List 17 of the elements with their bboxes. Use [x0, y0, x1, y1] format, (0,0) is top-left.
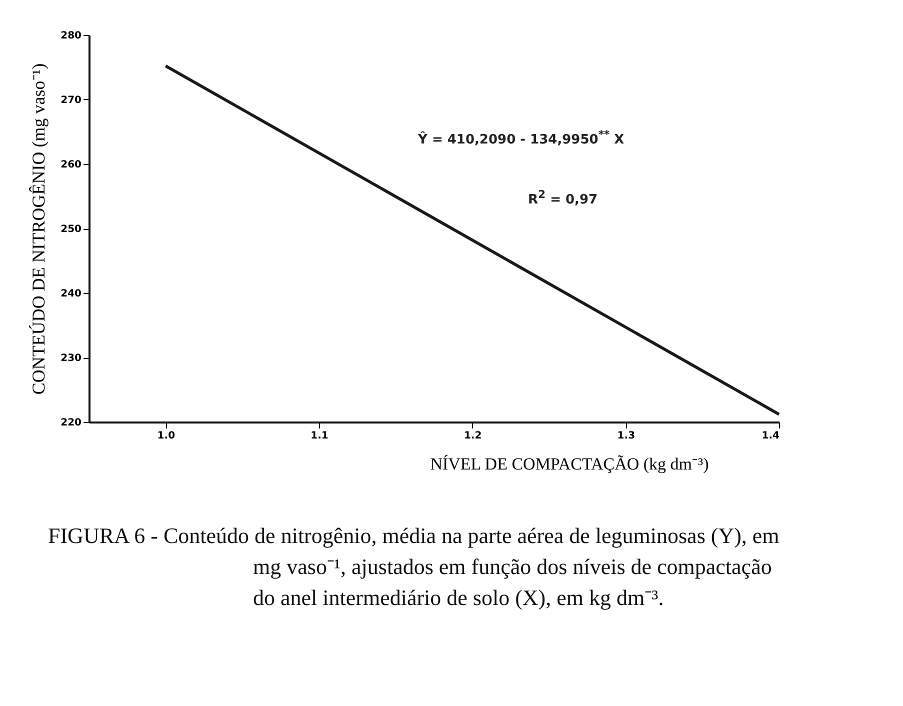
y-tick-label: 220 — [60, 418, 82, 428]
x-tick-label: 1.1 — [310, 430, 328, 442]
text: FIGURA 6 - Conteúdo de nitrogênio, média na parte aérea de leguminosas (Y), em mg vaso⁻¹, ajustados em função dos níveis de compactação do anel intermediário de solo (X), em kg dm⁻³. — [48, 522, 780, 612]
y-tick-label: 230 — [60, 353, 82, 364]
x-tick-label: 1.3 — [617, 430, 636, 442]
y-tick-label: 240 — [60, 288, 82, 300]
x-tick-label: 1.0 — [157, 430, 176, 442]
x-tick-label: 1.2 — [464, 430, 482, 442]
annotation: R$^{2}$ = 0,97 — [528, 188, 598, 208]
x-tick-label: 1.4 — [762, 430, 780, 442]
y-tick-label: 260 — [60, 160, 82, 170]
y-tick-label: 270 — [60, 95, 82, 106]
x-axis-title: NÍVEL DE COMPACTAÇÃO (kg dm⁻³) — [430, 454, 709, 474]
y-tick-label: 280 — [60, 30, 82, 42]
y-axis-title: CONTEÚDO DE NITROGÊNIO (mg vaso⁻¹) — [28, 63, 49, 395]
annotation: Ŷ = 410,2090 - 134,9950$^{**}$ X — [418, 128, 624, 148]
y-tick-label: 250 — [60, 224, 82, 235]
